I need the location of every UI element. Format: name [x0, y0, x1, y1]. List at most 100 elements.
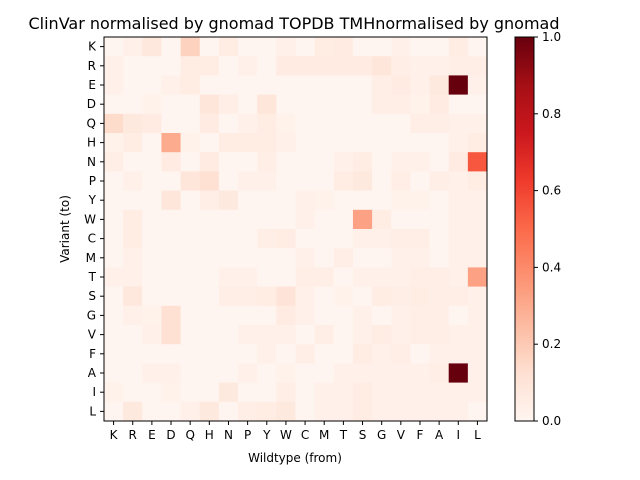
heatmap-cell-T-E: [142, 267, 162, 287]
heatmap-cell-V-Y: [257, 325, 277, 345]
x-tick-label: G: [377, 428, 386, 442]
heatmap-cell-T-K: [104, 267, 124, 287]
heatmap-cell-S-T: [333, 286, 354, 307]
heatmap-cell-K-W: [276, 37, 296, 57]
heatmap-cell-W-R: [123, 209, 143, 230]
heatmap-cell-R-Q: [180, 56, 201, 76]
heatmap-cell-Q-V: [391, 113, 411, 134]
heatmap-cell-Y-L: [467, 190, 488, 211]
heatmap-cell-S-V: [391, 286, 411, 307]
heatmap-cell-G-S: [352, 305, 373, 326]
heatmap-cell-Q-M: [314, 113, 335, 134]
heatmap-cell-E-F: [410, 75, 430, 95]
heatmap-cell-P-I: [448, 171, 469, 191]
heatmap-cell-S-A: [429, 286, 450, 307]
heatmap-cell-M-I: [448, 248, 469, 268]
heatmap-cell-W-N: [218, 209, 239, 230]
heatmap-cell-M-D: [161, 248, 181, 268]
heatmap-cell-H-T: [333, 133, 354, 153]
heatmap-cell-N-W: [276, 152, 296, 172]
heatmap-cell-T-Q: [180, 267, 201, 287]
heatmap-cell-K-S: [352, 37, 373, 57]
heatmap-cell-I-W: [276, 382, 296, 403]
heatmap-cell-N-A: [429, 152, 450, 172]
heatmap-cell-D-G: [372, 94, 392, 115]
colorbar-ticks: 0.0 0.2 0.4 0.6 0.8 1.0: [534, 30, 561, 428]
heatmap-cell-P-S: [352, 171, 373, 191]
heatmap-cell-C-F: [410, 229, 430, 249]
heatmap-cell-E-A: [429, 75, 450, 95]
heatmap-cell-W-V: [391, 209, 411, 230]
heatmap-cell-N-V: [391, 152, 411, 172]
y-tick-label: W: [84, 212, 96, 226]
heatmap-cell-D-T: [333, 94, 354, 115]
heatmap-cell-F-N: [218, 344, 239, 364]
heatmap-cell-T-R: [123, 267, 143, 287]
heatmap-cell-P-K: [104, 171, 124, 191]
heatmap-cell-Y-C: [295, 190, 316, 211]
heatmap-cell-Q-C: [295, 113, 316, 134]
heatmap-cell-H-C: [295, 133, 316, 153]
y-tick-label: M: [86, 251, 96, 265]
heatmap-cell-A-T: [333, 363, 354, 383]
heatmap-cell-H-I: [448, 133, 469, 153]
heatmap-cell-A-V: [391, 363, 411, 383]
heatmap-cell-V-R: [123, 325, 143, 345]
y-tick-label: Y: [88, 193, 97, 207]
heatmap-cell-H-F: [410, 133, 430, 153]
heatmap-cell-L-Y: [257, 401, 277, 422]
heatmap-cell-H-V: [391, 133, 411, 153]
heatmap-cell-I-M: [314, 382, 335, 403]
heatmap-cell-M-C: [295, 248, 316, 268]
heatmap-cell-H-D: [161, 133, 181, 153]
y-tick-label: N: [87, 155, 96, 169]
heatmap-cell-D-K: [104, 94, 124, 115]
heatmap-cell-W-S: [352, 209, 373, 230]
heatmap-cell-I-E: [142, 382, 162, 403]
heatmap-cell-E-P: [238, 75, 258, 95]
heatmap-cell-A-H: [199, 363, 220, 383]
heatmap-cell-F-R: [123, 344, 143, 364]
heatmap-cell-M-S: [352, 248, 373, 268]
heatmap-cell-A-D: [161, 363, 181, 383]
heatmap-cell-H-E: [142, 133, 162, 153]
heatmap-cell-M-Y: [257, 248, 277, 268]
x-tick-label: P: [244, 428, 251, 442]
heatmap-cell-L-K: [104, 401, 124, 422]
heatmap-cell-Y-Q: [180, 190, 201, 211]
heatmap-cell-H-S: [352, 133, 373, 153]
heatmap-cell-D-Y: [257, 94, 277, 115]
heatmap-cell-F-T: [333, 344, 354, 364]
heatmap-cell-L-L: [467, 401, 488, 422]
heatmap-cell-E-H: [199, 75, 220, 95]
heatmap-cell-L-I: [448, 401, 469, 422]
x-tick-label: V: [397, 428, 406, 442]
heatmap-cell-Q-T: [333, 113, 354, 134]
y-tick-label: A: [88, 366, 97, 380]
heatmap-cell-D-S: [352, 94, 373, 115]
heatmap-cell-R-C: [295, 56, 316, 76]
y-tick-label: V: [88, 328, 97, 342]
heatmap-cell-K-K: [104, 37, 124, 57]
heatmap-cell-V-D: [161, 325, 181, 345]
heatmap-cell-R-M: [314, 56, 335, 76]
heatmap-cell-V-T: [333, 325, 354, 345]
heatmap-cell-Q-P: [238, 113, 258, 134]
heatmap-cell-A-L: [467, 363, 488, 383]
heatmap-cell-V-V: [391, 325, 411, 345]
heatmap-cell-P-V: [391, 171, 411, 191]
heatmap-cell-W-Y: [257, 209, 277, 230]
heatmap-cell-T-P: [238, 267, 258, 287]
y-tick-label: T: [88, 270, 97, 284]
heatmap-cell-G-A: [429, 305, 450, 326]
heatmap-cell-W-T: [333, 209, 354, 230]
heatmap-cell-V-A: [429, 325, 450, 345]
heatmap-cell-Y-D: [161, 190, 181, 211]
heatmap-cell-G-V: [391, 305, 411, 326]
heatmap-cell-Q-L: [467, 113, 488, 134]
heatmap-cell-E-V: [391, 75, 411, 95]
x-tick-label: Q: [185, 428, 194, 442]
heatmap-cell-P-W: [276, 171, 296, 191]
heatmap-cell-K-V: [391, 37, 411, 57]
